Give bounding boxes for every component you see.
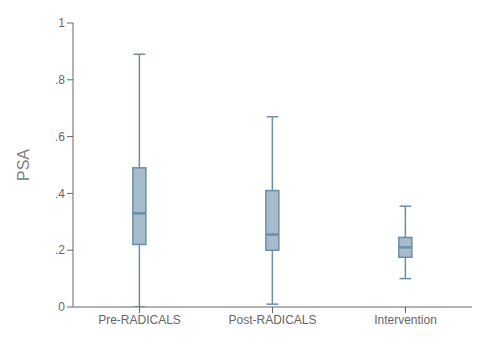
svg-text:PSA: PSA: [15, 149, 32, 181]
svg-text:.8: .8: [55, 73, 65, 87]
svg-text:Pre-RADICALS: Pre-RADICALS: [98, 313, 181, 327]
svg-text:Intervention: Intervention: [374, 313, 437, 327]
svg-text:1: 1: [58, 16, 65, 30]
svg-text:Post-RADICALS: Post-RADICALS: [228, 313, 316, 327]
svg-text:0: 0: [58, 300, 65, 314]
svg-text:.4: .4: [55, 187, 65, 201]
svg-text:.2: .2: [55, 243, 65, 257]
svg-text:.6: .6: [55, 130, 65, 144]
